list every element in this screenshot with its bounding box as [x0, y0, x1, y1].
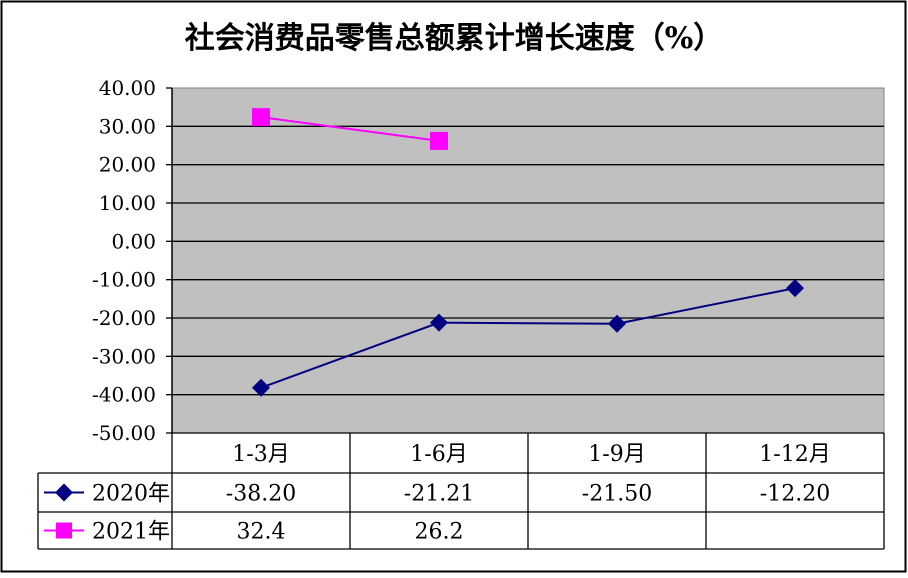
data-point-square — [430, 131, 448, 150]
series-line — [260, 287, 796, 389]
y-tick-label: -50.00 — [92, 421, 156, 445]
table-value: -21.21 — [404, 482, 474, 507]
y-tick-label: 40.00 — [99, 76, 156, 100]
data-point-diamond — [430, 313, 448, 332]
y-tick-label: -10.00 — [92, 268, 156, 292]
y-tick-label: -40.00 — [92, 383, 156, 407]
x-category-label: 1-12月 — [759, 442, 830, 467]
plot-background — [171, 87, 885, 434]
chart-title: 社会消费品零售总额累计增长速度（%） — [185, 21, 724, 56]
legend-marker-square — [56, 522, 72, 539]
table-value: -38.20 — [226, 482, 296, 507]
data-point-diamond — [252, 378, 270, 397]
legend-series-name: 2021年 — [92, 520, 170, 545]
y-tick-label: 10.00 — [99, 191, 156, 215]
plot-area: 40.00 30.00 20.00 10.00 0.00 -10.00 -20.00 -30.… — [92, 76, 885, 445]
series-line — [260, 116, 440, 142]
y-tick-label: 30.00 — [99, 114, 156, 138]
legend-series-name: 2020年 — [92, 482, 170, 507]
table-value: 26.2 — [415, 520, 464, 545]
y-tick-label: -20.00 — [92, 306, 156, 330]
legend-marker-diamond — [55, 483, 73, 502]
x-category-label: 1-9月 — [588, 442, 645, 467]
data-point-diamond — [608, 314, 626, 333]
x-category-label: 1-6月 — [410, 442, 467, 467]
data-point-diamond — [786, 279, 804, 298]
x-category-label: 1-3月 — [232, 442, 289, 467]
y-tick-label: 20.00 — [99, 153, 156, 177]
y-tick-label: -30.00 — [92, 344, 156, 368]
data-table: 1-3月 1-6月 1-9月 1-12月 2020年 -38.20 -21.21 -21.50… — [37, 432, 885, 550]
y-tick-label: 0.00 — [111, 229, 156, 253]
table-value: 32.4 — [237, 520, 286, 545]
table-value: -21.50 — [582, 482, 652, 507]
table-value: -12.20 — [760, 482, 830, 507]
data-point-square — [252, 108, 270, 127]
